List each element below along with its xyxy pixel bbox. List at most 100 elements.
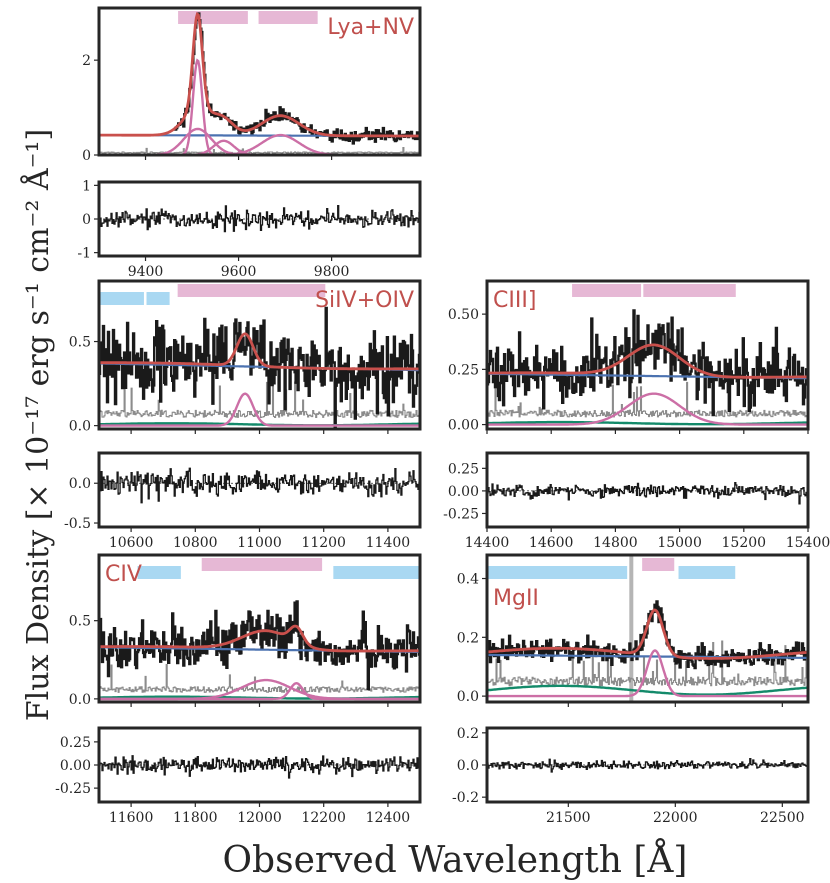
ciii-total-model xyxy=(487,343,808,379)
ciii-main-plot-area xyxy=(487,284,808,426)
siiv-continuum-window-1 xyxy=(146,292,170,305)
siiv-xtick-label-2: 11000 xyxy=(237,535,282,551)
civ-res-plot-area xyxy=(99,755,420,779)
lya-main-frame xyxy=(97,6,422,157)
civ-xtick-label-1: 11800 xyxy=(173,810,218,826)
siiv-main-ytick-label-1: 0.5 xyxy=(69,335,91,351)
lya-line-window-0 xyxy=(178,11,248,24)
civ-xtick-label-3: 12200 xyxy=(301,810,346,826)
ciii-res-ytick-label-0: -0.25 xyxy=(443,506,479,522)
civ-xtick-label-4: 12400 xyxy=(366,810,411,826)
siiv-main-panel: SiIV+OIV 0.0 0.5 xyxy=(69,279,422,435)
mgii-res-ytick-label-1: 0.0 xyxy=(457,758,479,774)
siiv-residual-spectrum xyxy=(99,467,420,504)
mgii-continuum-window-1 xyxy=(678,566,736,579)
civ-res-ytick-label-2: 0.25 xyxy=(60,735,91,751)
mgii-main-ytick-label-1: 0.2 xyxy=(457,630,479,646)
siiv-main-plot-area xyxy=(99,284,420,429)
siiv-res-plot-area xyxy=(99,467,420,504)
mgii-feii-template xyxy=(487,684,808,696)
ciii-main-ytick-label-1: 0.25 xyxy=(448,362,479,378)
mgii-res-plot-area xyxy=(487,758,808,773)
ciii-xtick-label-1: 14600 xyxy=(529,535,574,551)
siiv-res-ytick-label-0: -0.5 xyxy=(64,516,91,532)
civ-res-ytick-label-0: -0.25 xyxy=(55,781,91,797)
ciii-xtick-label-3: 15000 xyxy=(657,535,702,551)
civ-total-model xyxy=(99,624,420,653)
ciii-xtick-label-5: 15400 xyxy=(786,535,830,551)
lya-res-ytick-label-0: -1 xyxy=(77,246,91,262)
siiv-error-spectrum xyxy=(99,381,420,418)
siiv-xtick-label-4: 11400 xyxy=(366,535,411,551)
siiv-xtick-label-0: 10600 xyxy=(109,535,154,551)
mgii-main-ytick-label-2: 0.4 xyxy=(457,572,479,588)
siiv-res-ytick-label-1: 0.0 xyxy=(69,476,91,492)
civ-main-ytick-label-0: 0.0 xyxy=(69,692,91,708)
ciii-line-component-0 xyxy=(487,392,808,426)
mgii-line-label: MgII xyxy=(493,586,539,611)
ciii-res-ytick-label-2: 0.25 xyxy=(448,461,479,477)
lya-line-component-0 xyxy=(99,58,420,155)
civ-xtick-label-0: 11600 xyxy=(109,810,154,826)
siiv-continuum-window-0 xyxy=(99,292,144,305)
lya-residual-spectrum xyxy=(99,205,420,233)
lya-main-panel: Lya+NV 0 2 xyxy=(82,6,422,164)
lya-data-spectrum xyxy=(174,12,420,145)
ciii-line-label: CIII] xyxy=(493,288,536,313)
lya-line-window-1 xyxy=(258,11,318,24)
mgii-residual-spectrum xyxy=(487,758,808,773)
mgii-xtick-label-2: 22500 xyxy=(760,810,805,826)
ciii-data-spectrum xyxy=(487,309,808,417)
lya-main-ytick-label-0: 0 xyxy=(82,148,91,164)
ciii-xtick-label-2: 14800 xyxy=(593,535,638,551)
mgii-main-ytick-label-0: 0.0 xyxy=(457,689,479,705)
ciii-error-spectrum xyxy=(487,381,808,418)
mgii-res-panel: -0.2 0.0 0.2 21500 22000 22500 xyxy=(452,726,810,826)
lya-res-panel: -1 0 1 9400 9600 9800 xyxy=(77,178,422,280)
mgii-continuum-window-0 xyxy=(487,566,628,579)
ciii-res-panel: -0.25 0.00 0.25 14400 14600 14800 15000 15200 15… xyxy=(443,451,830,551)
ciii-line-window-0 xyxy=(572,284,642,297)
lya-res-ytick-label-1: 0 xyxy=(82,212,91,228)
ciii-main-ytick-label-2: 0.50 xyxy=(448,307,479,323)
civ-error-spectrum xyxy=(99,663,420,693)
mgii-line-component-0 xyxy=(487,649,808,698)
civ-res-panel: -0.25 0.00 0.25 11600 11800 12000 12200 12400 xyxy=(55,726,422,826)
lya-xtick-label-0: 9400 xyxy=(128,264,164,280)
civ-main-ytick-label-1: 0.5 xyxy=(69,614,91,630)
y-axis-label: Flux Density [× 10⁻¹⁷ erg s⁻¹ cm⁻² Å⁻¹] xyxy=(20,129,56,721)
x-axis-label: Observed Wavelength [Å] xyxy=(223,839,688,881)
civ-line-component-1 xyxy=(99,681,420,701)
lya-line-label: Lya+NV xyxy=(327,15,414,40)
civ-line-label: CIV xyxy=(105,562,142,587)
mgii-line-window-0 xyxy=(642,558,675,571)
siiv-line-label: SiIV+OIV xyxy=(315,288,414,313)
siiv-line-component-0 xyxy=(99,392,420,427)
siiv-total-model xyxy=(99,332,420,371)
mgii-res-ytick-label-0: -0.2 xyxy=(452,790,479,806)
ciii-res-ytick-label-1: 0.00 xyxy=(448,484,479,500)
ciii-xtick-label-4: 15200 xyxy=(722,535,767,551)
civ-xtick-label-2: 12000 xyxy=(237,810,282,826)
ciii-main-frame xyxy=(485,279,810,431)
civ-main-panel: CIV 0.0 0.5 xyxy=(69,553,422,708)
ciii-residual-spectrum xyxy=(487,482,808,505)
siiv-xtick-label-1: 10800 xyxy=(173,535,218,551)
lya-total-model xyxy=(99,12,420,138)
mgii-masked-region-0 xyxy=(629,555,634,702)
mgii-main-panel: MgII 0.0 0.2 0.4 xyxy=(457,553,810,707)
civ-res-ytick-label-1: 0.00 xyxy=(60,758,91,774)
mgii-error-spectrum xyxy=(487,640,808,687)
lya-res-ytick-label-2: 1 xyxy=(82,178,91,194)
civ-continuum-window-0 xyxy=(137,566,181,579)
mgii-xtick-label-0: 21500 xyxy=(546,810,591,826)
civ-main-plot-area xyxy=(99,558,420,701)
civ-line-window-0 xyxy=(201,558,323,571)
mgii-xtick-label-1: 22000 xyxy=(653,810,698,826)
lya-xtick-label-2: 9800 xyxy=(314,264,350,280)
mgii-res-ytick-label-2: 0.2 xyxy=(457,726,479,742)
ciii-main-ytick-label-0: 0.00 xyxy=(448,418,479,434)
ciii-main-panel: CIII] 0.00 0.25 0.50 xyxy=(448,279,810,434)
ciii-line-window-1 xyxy=(643,284,736,297)
lya-error-spectrum xyxy=(99,147,420,154)
